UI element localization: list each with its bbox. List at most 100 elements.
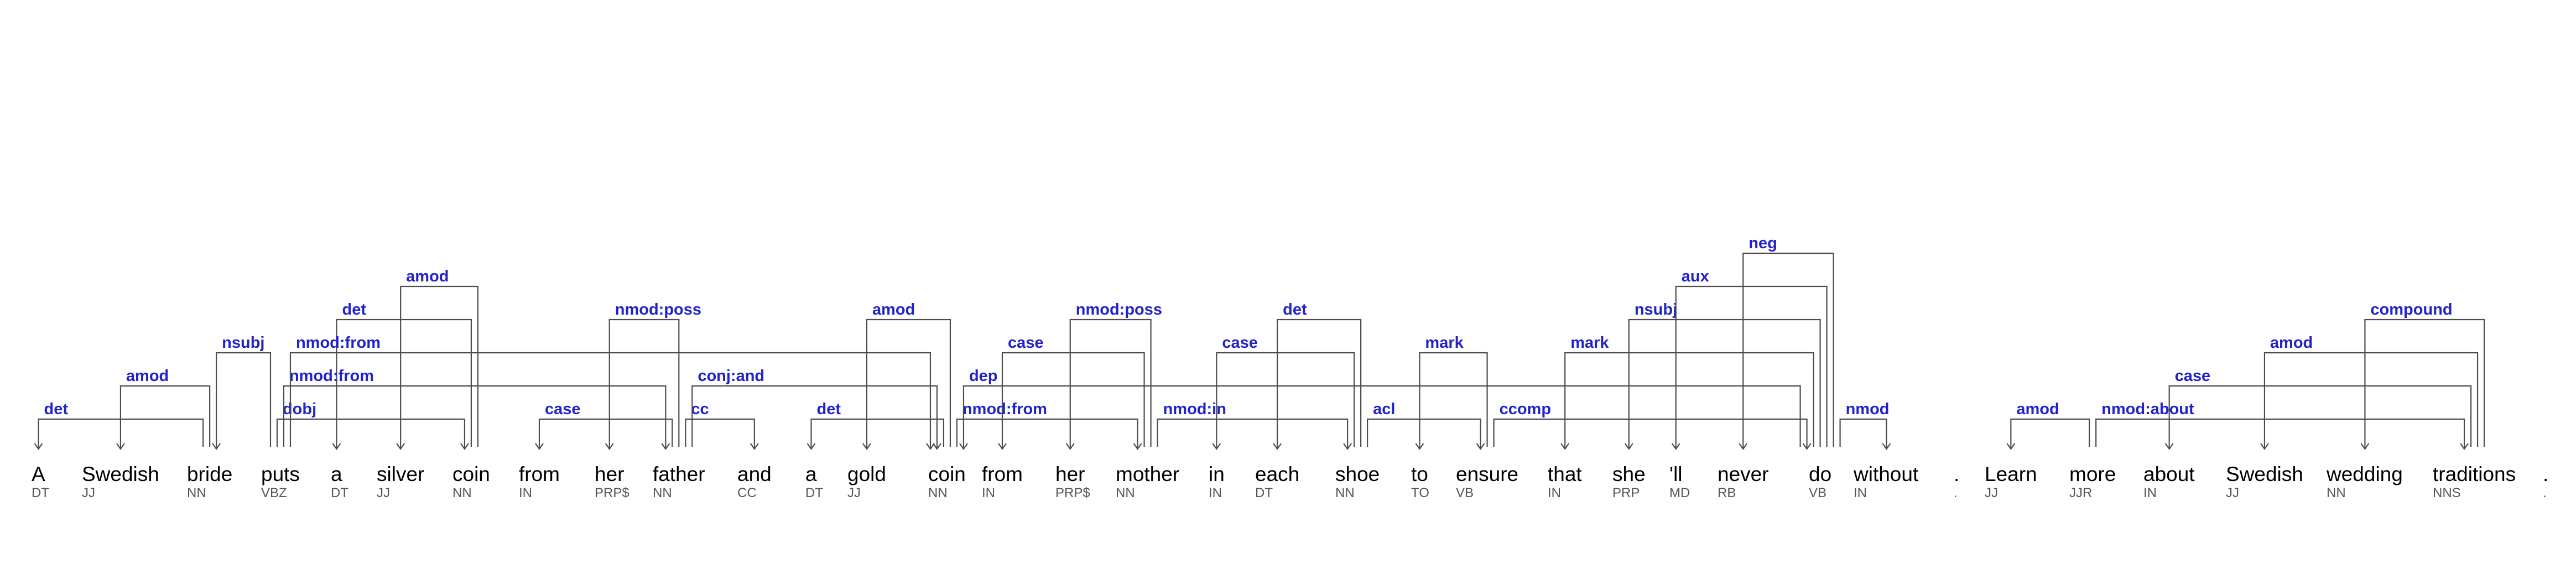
dependency-arc: amod [2006, 400, 2090, 450]
dependency-arc: compound [2360, 301, 2485, 450]
token-tag: . [2543, 485, 2547, 500]
arc-line [1069, 318, 1152, 449]
dependency-arc: nmod:poss [605, 301, 701, 450]
dependency-arc: acl [1367, 400, 1485, 450]
token-word: her [595, 463, 624, 485]
token-word: and [737, 463, 772, 485]
arc-line [119, 385, 211, 449]
arc-line [1277, 318, 1362, 449]
arc-line [2010, 418, 2090, 449]
arcs-layer: det amod nsubj dobj det amod nmod:from case nmod… [34, 234, 2485, 450]
arrow-head [332, 443, 341, 450]
arrow-head [1212, 443, 1221, 450]
arc-line [810, 418, 945, 449]
token-word: never [1718, 463, 1769, 485]
token: ADT [32, 463, 49, 500]
arc-label: dep [969, 367, 998, 385]
arc-line [1419, 352, 1488, 449]
token-word: from [982, 463, 1023, 485]
dependency-arc: dep [959, 367, 1801, 450]
token-word: . [2543, 463, 2548, 485]
token-word: Swedish [2226, 463, 2303, 485]
arc-line [962, 385, 1801, 449]
arc-line [866, 318, 951, 449]
dependency-arc: mark [1560, 334, 1814, 450]
arc-label: det [817, 400, 841, 418]
token-tag: NN [1116, 485, 1135, 500]
arc-label: det [44, 400, 69, 418]
dependency-arc: nmod [1839, 400, 1891, 450]
arrow-head [661, 443, 670, 450]
arrow-head [1560, 443, 1570, 450]
arrow-head [605, 443, 614, 450]
arc-label: conj:and [698, 367, 764, 385]
token-word: ensure [1456, 463, 1518, 485]
dependency-arc: dobj [276, 400, 469, 450]
token-tag: DT [32, 485, 49, 500]
arrow-head [2460, 443, 2469, 450]
arrow-head [1624, 443, 1633, 450]
token-word: coin [452, 463, 490, 485]
arrow-head [2360, 443, 2370, 450]
token-word: each [1255, 463, 1299, 485]
arrow-head [1133, 443, 1142, 450]
token-word: Swedish [82, 463, 159, 485]
arrow-head [1343, 443, 1352, 450]
arc-line [1742, 252, 1834, 449]
token-tag: PRP$ [595, 485, 629, 500]
arrow-head [959, 443, 968, 450]
arrow-head [1739, 443, 1748, 450]
arc-line [2263, 352, 2479, 449]
arc-label: case [2175, 367, 2211, 385]
token-word: in [1209, 463, 1225, 485]
token: .. [2543, 463, 2548, 500]
token-tag: DT [805, 485, 823, 500]
dependency-arc: neg [1739, 234, 1834, 450]
dependency-arc: det [806, 400, 945, 450]
token-word: gold [847, 463, 886, 485]
arc-line [1628, 318, 1821, 449]
token-tag: TO [1411, 485, 1429, 500]
token-word: puts [261, 463, 300, 485]
arc-line [2095, 418, 2465, 449]
token-word: she [1612, 463, 1646, 485]
arc-line [608, 318, 680, 449]
token-word: father [653, 463, 705, 485]
token-tag: JJ [1985, 485, 1998, 500]
token: aDT [331, 463, 348, 500]
arrow-head [862, 443, 871, 450]
token-word: about [2143, 463, 2195, 485]
arrow-head [926, 443, 935, 450]
arc-label: nmod:from [289, 367, 374, 385]
arc-line [1564, 352, 1814, 449]
arc-line [691, 385, 938, 449]
arc-label: nsubj [222, 334, 264, 352]
arrow-head [933, 443, 941, 450]
arc-label: nsubj [1635, 301, 1677, 318]
arrow-head [1415, 443, 1424, 450]
dependency-arc: aux [1671, 268, 1828, 450]
arc-line [289, 352, 931, 449]
dependency-arc: det [1273, 301, 1362, 450]
